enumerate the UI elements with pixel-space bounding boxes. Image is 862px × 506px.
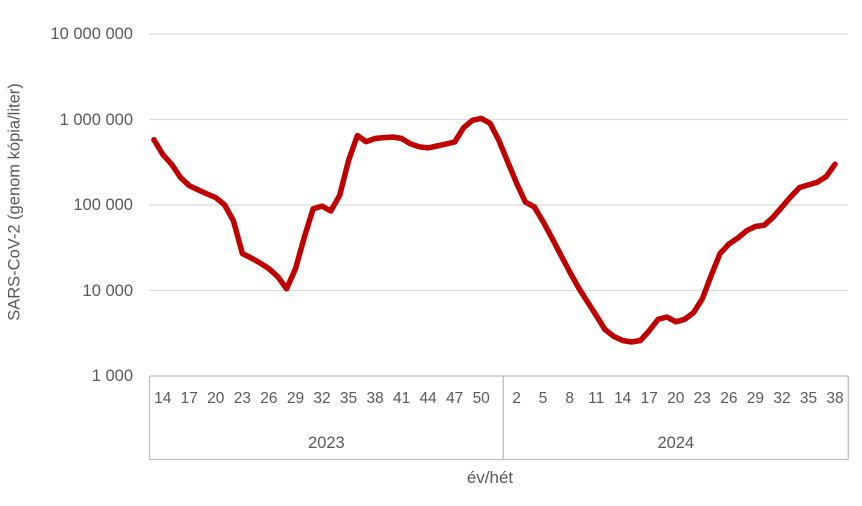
x-tick-label-week: 38: [826, 390, 844, 407]
x-tick-label-week: 38: [366, 390, 384, 407]
x-tick-label-week: 5: [538, 390, 548, 407]
x-tick-label-week: 17: [180, 390, 198, 407]
x-tick-label-week: 32: [773, 390, 791, 407]
series-line-sars-cov-2: [151, 115, 838, 345]
x-tick-label-week: 26: [260, 390, 278, 407]
x-tick-label-week: 23: [233, 390, 252, 407]
x-tick-label-week: 29: [746, 390, 765, 407]
year-label-2023: 2023: [308, 434, 345, 452]
x-tick-label-week: 14: [154, 390, 172, 407]
x-tick-label-week: 44: [419, 390, 437, 407]
y-tick-label-10000: 10 000: [82, 281, 133, 300]
x-tick-label-week: 41: [392, 390, 411, 407]
y-tick-label-1000000: 1 000 000: [59, 110, 133, 129]
x-tick-label-week: 29: [286, 390, 305, 407]
x-tick-label-week: 2: [512, 390, 521, 407]
y-tick-label-1000: 1 000: [91, 367, 133, 385]
x-tick-label-week: 17: [640, 390, 658, 407]
x-tick-label-week: 35: [799, 390, 818, 407]
x-tick-label-week: 14: [614, 390, 632, 407]
x-tick-label-week: 50: [472, 390, 490, 407]
y-tick-label-10000000: 10 000 000: [50, 25, 133, 43]
x-tick-label-week: 8: [565, 390, 574, 407]
x-axis-title: év/hét: [466, 468, 514, 487]
x-tick-label-week: 11: [588, 390, 605, 407]
y-tick-label-100000: 100 000: [73, 196, 133, 214]
x-tick-label-week: 47: [446, 390, 464, 407]
x-tick-label-week: 26: [720, 390, 738, 407]
x-tick-label-week: 32: [313, 390, 331, 407]
x-tick-label-week: 35: [339, 390, 358, 407]
x-tick-label-week: 20: [207, 390, 225, 407]
year-label-2024: 2024: [657, 434, 695, 452]
x-tick-label-week: 23: [693, 390, 711, 407]
x-tick-label-week: 20: [667, 390, 685, 407]
